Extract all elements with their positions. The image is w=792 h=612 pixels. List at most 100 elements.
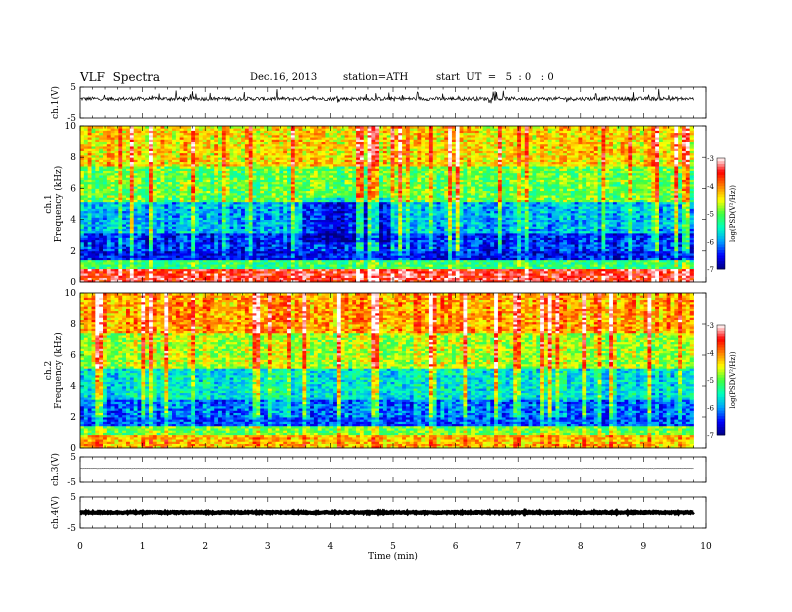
spectrogram-cell <box>559 244 564 247</box>
spectrogram-cell <box>689 253 694 256</box>
spectrogram-cell <box>559 239 564 243</box>
spectrogram-cell <box>666 237 671 241</box>
spectrogram-cell <box>674 228 679 232</box>
spectrogram-cell <box>137 235 142 238</box>
spectrogram-cell <box>620 257 625 261</box>
spectrogram-cell <box>371 248 376 252</box>
spectrogram-cell <box>490 230 495 234</box>
spectrogram-cell <box>191 239 196 243</box>
spectrogram-cell <box>609 228 614 232</box>
spectrogram-cell <box>643 228 648 232</box>
spectrogram-cell <box>156 228 161 232</box>
spectrogram-cell <box>294 246 299 249</box>
spectrogram-cell <box>386 255 391 258</box>
spectrogram-cell <box>459 237 464 241</box>
spectrogram-cell <box>344 235 349 238</box>
spectrogram-cell <box>99 275 104 278</box>
spectrogram-cell <box>612 261 618 265</box>
spectrogram-cell <box>218 277 223 281</box>
spectrogram-cell <box>582 248 587 252</box>
spectrogram-cell <box>501 279 506 283</box>
spectrogram-cell <box>225 266 230 270</box>
spectrogram-cell <box>398 253 403 256</box>
spectrogram-cell <box>168 255 173 258</box>
spectrogram-cell <box>616 279 622 283</box>
spectrogram-cell <box>643 266 648 270</box>
spectrogram-cell <box>628 239 633 243</box>
spectrogram-cell <box>359 228 365 232</box>
spectrogram-cell <box>325 248 330 252</box>
spectrogram-cell <box>436 246 441 249</box>
spectrogram-cell <box>187 273 192 276</box>
spectrogram-cell <box>436 279 441 283</box>
spectrogram-cell <box>681 232 687 236</box>
spectrogram-cell <box>390 232 395 236</box>
spectrogram-cell <box>402 244 407 247</box>
spectrogram-cell <box>662 253 668 256</box>
spectrogram-cell <box>413 268 418 272</box>
spectrogram-cell <box>359 268 365 272</box>
spectrogram-cell <box>256 248 261 252</box>
spectrogram-cell <box>678 230 683 234</box>
spectrogram-cell <box>517 261 522 265</box>
spectrogram-cell <box>402 273 407 276</box>
spectrogram-cell <box>206 257 211 261</box>
spectrogram-cell <box>210 277 215 281</box>
spectrogram-cell <box>126 264 131 267</box>
spectrogram-cell <box>110 257 115 261</box>
spectrogram-cell <box>198 264 204 267</box>
spectrogram-cell <box>482 261 487 265</box>
spectrogram-cell <box>655 264 660 267</box>
spectrogram-cell <box>340 239 345 243</box>
spectrogram-cell <box>336 259 342 263</box>
spectrogram-cell <box>302 244 307 247</box>
spectrogram-cell <box>662 246 668 249</box>
spectrogram-cell <box>616 253 622 256</box>
spectrogram-cell <box>405 255 411 258</box>
spectrogram-cell <box>379 266 384 270</box>
spectrogram-cell <box>674 246 679 249</box>
spectrogram-cell <box>106 250 112 254</box>
spectrogram-cell <box>685 230 691 234</box>
spectrogram-cell <box>501 237 506 241</box>
spectrogram-cell <box>540 246 545 249</box>
spectrogram-cell <box>509 275 514 278</box>
spectrogram-cell <box>298 248 303 252</box>
spectrogram-cell <box>582 241 587 245</box>
spectrogram-cell <box>528 275 533 278</box>
spectrogram-cell <box>306 279 311 283</box>
spectrogram-cell <box>210 275 215 278</box>
spectrogram-cell <box>543 235 549 238</box>
spectrogram-cell <box>501 250 506 254</box>
spectrogram-cell <box>651 239 656 243</box>
spectrogram-cell <box>486 250 491 254</box>
spectrogram-cell <box>547 266 553 270</box>
spectrogram-cell <box>582 228 587 232</box>
spectrogram-cell <box>681 261 687 265</box>
spectrogram-cell <box>275 268 280 272</box>
spectrogram-cell <box>681 250 687 254</box>
spectrogram-cell <box>195 257 200 261</box>
spectrogram-cell <box>413 255 418 258</box>
spectrogram-cell <box>256 237 261 241</box>
spectrogram-cell <box>183 230 188 234</box>
spectrogram-cell <box>133 248 138 252</box>
spectrogram-cell <box>536 250 541 254</box>
spectrogram-cell <box>202 259 207 263</box>
spectrogram-cell <box>195 275 200 278</box>
spectrogram-cell <box>639 239 645 243</box>
spectrogram-cell <box>436 228 441 232</box>
spectrogram-cell <box>505 257 510 261</box>
spectrogram-cell <box>187 268 192 272</box>
spectrogram-cell <box>685 268 691 272</box>
spectrogram-cell <box>260 226 265 229</box>
spectrogram-cell <box>509 235 514 238</box>
spectrogram-cell <box>658 253 664 256</box>
spectrogram-cell <box>386 250 391 254</box>
spectrogram-cell <box>126 230 131 234</box>
spectrogram-cell <box>547 250 553 254</box>
spectrogram-cell <box>218 239 223 243</box>
spectrogram-cell <box>187 246 192 249</box>
spectrogram-cell <box>478 255 483 258</box>
spectrogram-cell <box>317 239 322 243</box>
